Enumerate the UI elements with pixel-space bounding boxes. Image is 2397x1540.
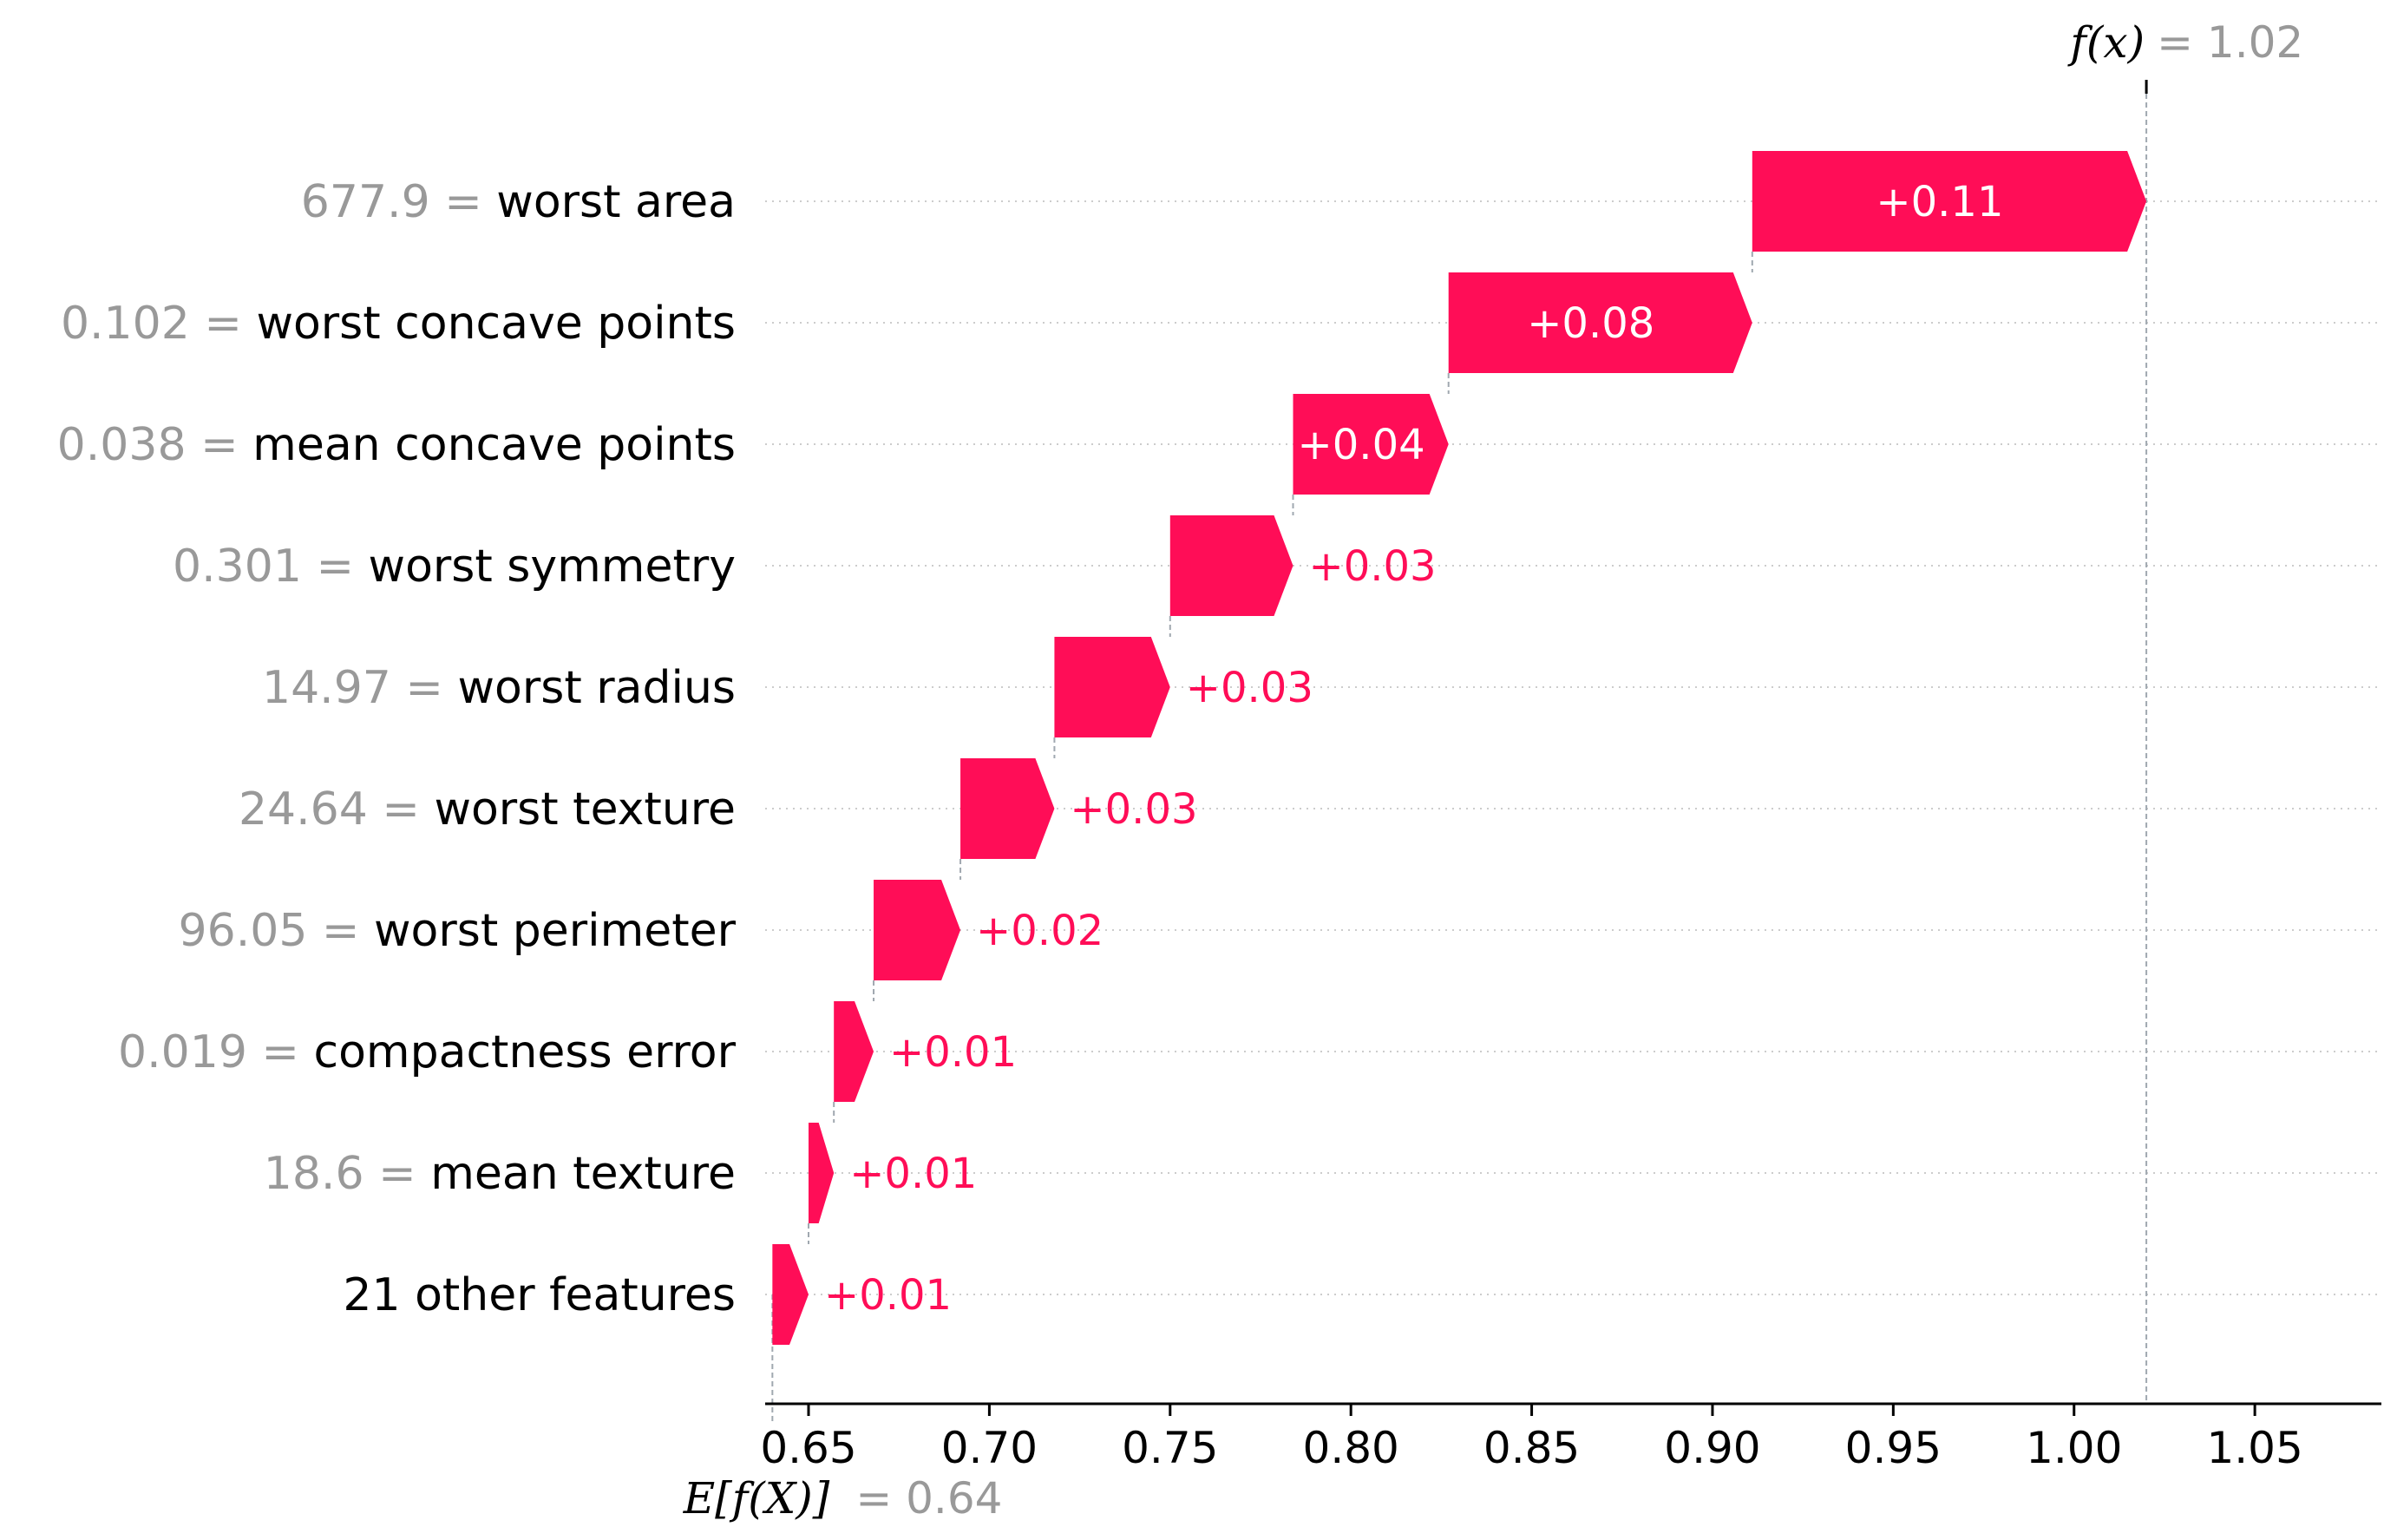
x-tick-label: 0.65 bbox=[760, 1423, 856, 1473]
feature-label: 21 other features bbox=[343, 1269, 736, 1321]
output-value-label: f(x) bbox=[2066, 17, 2145, 68]
x-tick-label: 0.85 bbox=[1483, 1423, 1580, 1473]
feature-label: 0.038 = mean concave points bbox=[57, 419, 736, 471]
x-tick-label: 0.95 bbox=[1845, 1423, 1942, 1473]
feature-name: compactness error bbox=[314, 1026, 737, 1078]
feature-name: worst perimeter bbox=[374, 905, 737, 957]
feature-label: 18.6 = mean texture bbox=[264, 1148, 736, 1200]
feature-label: 24.64 = worst texture bbox=[239, 783, 736, 836]
x-tick-label: 1.00 bbox=[2026, 1423, 2122, 1473]
feature-value: 677.9 = bbox=[301, 176, 497, 228]
feature-name: mean concave points bbox=[252, 419, 736, 471]
feature-value: 0.019 = bbox=[118, 1026, 314, 1078]
x-axis: 0.65 0.70 0.75 0.80 0.85 0.90 0.95 1.00 1.05 bbox=[760, 1402, 2381, 1473]
feature-name: worst radius bbox=[458, 662, 736, 714]
bar-worst-symmetry bbox=[1169, 515, 1293, 616]
bar-value-label: +0.08 bbox=[1527, 299, 1654, 348]
bar-21-other-features bbox=[772, 1244, 809, 1345]
bar-compactness-error bbox=[834, 1001, 874, 1102]
feature-label: 677.9 = worst area bbox=[301, 176, 736, 228]
bar-worst-texture bbox=[960, 758, 1055, 859]
bar-value-label: +0.01 bbox=[824, 1271, 952, 1320]
feature-name: worst symmetry bbox=[369, 541, 736, 593]
feature-value: 0.038 = bbox=[57, 419, 253, 471]
feature-value: 0.102 = bbox=[61, 298, 257, 350]
bar-worst-perimeter bbox=[874, 880, 961, 980]
feature-labels: 677.9 = worst area 0.102 = worst concave … bbox=[57, 176, 737, 1321]
feature-value: 24.64 = bbox=[239, 783, 435, 836]
feature-label: 0.019 = compactness error bbox=[118, 1026, 737, 1078]
feature-value: 96.05 = bbox=[179, 905, 375, 957]
feature-label: 0.301 = worst symmetry bbox=[173, 541, 736, 593]
base-value-text: = 0.64 bbox=[855, 1473, 1002, 1524]
bar-value-label: +0.11 bbox=[1876, 178, 2003, 226]
bar-value-label: +0.03 bbox=[1186, 664, 1313, 712]
x-tick-label: 0.70 bbox=[941, 1423, 1038, 1473]
feature-name: worst concave points bbox=[256, 298, 736, 350]
feature-value: 18.6 = bbox=[264, 1148, 430, 1200]
bar-value-label: +0.02 bbox=[976, 907, 1104, 955]
feature-value: 0.301 = bbox=[173, 541, 369, 593]
bar-value-label: +0.01 bbox=[889, 1028, 1017, 1077]
bar-value-label: +0.03 bbox=[1308, 542, 1436, 591]
output-value-text: = 1.02 bbox=[2157, 17, 2303, 68]
x-tick-label: 0.75 bbox=[1122, 1423, 1218, 1473]
bar-value-label: +0.03 bbox=[1070, 785, 1197, 834]
bar-value-label: +0.01 bbox=[849, 1150, 977, 1198]
x-tick-label: 0.80 bbox=[1303, 1423, 1399, 1473]
base-value-label: E[f(X)] bbox=[683, 1473, 830, 1524]
feature-label: 96.05 = worst perimeter bbox=[179, 905, 737, 957]
bar-mean-texture bbox=[809, 1123, 835, 1223]
feature-name: mean texture bbox=[430, 1148, 736, 1200]
bar-mean-concave-points bbox=[1293, 394, 1449, 495]
bar-worst-area bbox=[1752, 151, 2147, 252]
bar-worst-concave-points bbox=[1448, 272, 1752, 373]
feature-label: 14.97 = worst radius bbox=[262, 662, 736, 714]
x-tick-label: 1.05 bbox=[2206, 1423, 2302, 1473]
feature-value: 14.97 = bbox=[262, 662, 458, 714]
bars: +0.11 +0.08 +0.04 +0.03 +0.03 +0.03 +0.02 +0.01… bbox=[772, 151, 2147, 1345]
feature-name: worst texture bbox=[434, 783, 736, 836]
feature-name: 21 other features bbox=[343, 1269, 736, 1321]
feature-label: 0.102 = worst concave points bbox=[61, 298, 736, 350]
feature-name: worst area bbox=[496, 176, 736, 228]
bar-worst-radius bbox=[1054, 637, 1170, 737]
annotations: f(x) = 1.02 E[f(X)] = 0.64 bbox=[683, 17, 2304, 1524]
x-tick-label: 0.90 bbox=[1664, 1423, 1760, 1473]
bar-value-label: +0.04 bbox=[1298, 421, 1425, 469]
